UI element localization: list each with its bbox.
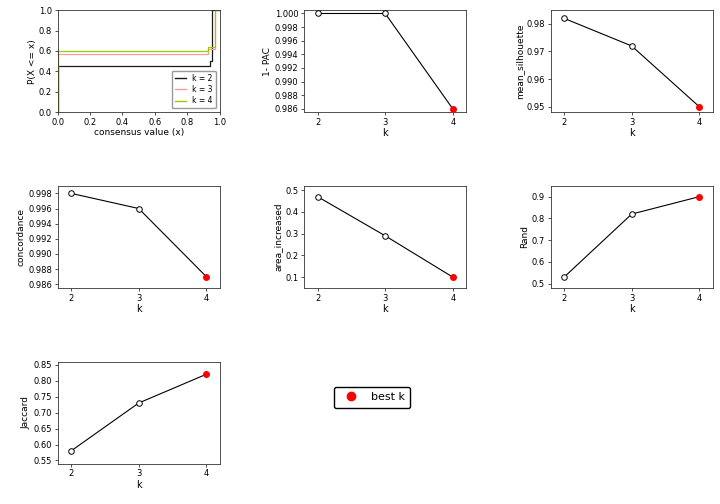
Y-axis label: P(X <= x): P(X <= x)	[28, 39, 37, 84]
Y-axis label: Jaccard: Jaccard	[22, 396, 31, 429]
X-axis label: k: k	[382, 304, 388, 314]
Y-axis label: 1- PAC: 1- PAC	[263, 47, 272, 76]
Y-axis label: mean_silhouette: mean_silhouette	[515, 23, 523, 99]
X-axis label: k: k	[629, 128, 634, 138]
Legend: best k: best k	[334, 387, 410, 408]
Y-axis label: area_increased: area_increased	[274, 203, 282, 271]
X-axis label: consensus value (x): consensus value (x)	[94, 128, 184, 137]
Y-axis label: Rand: Rand	[520, 225, 529, 248]
X-axis label: k: k	[382, 128, 388, 138]
Legend: k = 2, k = 3, k = 4: k = 2, k = 3, k = 4	[172, 71, 216, 108]
Y-axis label: concordance: concordance	[17, 208, 25, 266]
X-axis label: k: k	[136, 480, 142, 489]
X-axis label: k: k	[136, 304, 142, 314]
X-axis label: k: k	[629, 304, 634, 314]
